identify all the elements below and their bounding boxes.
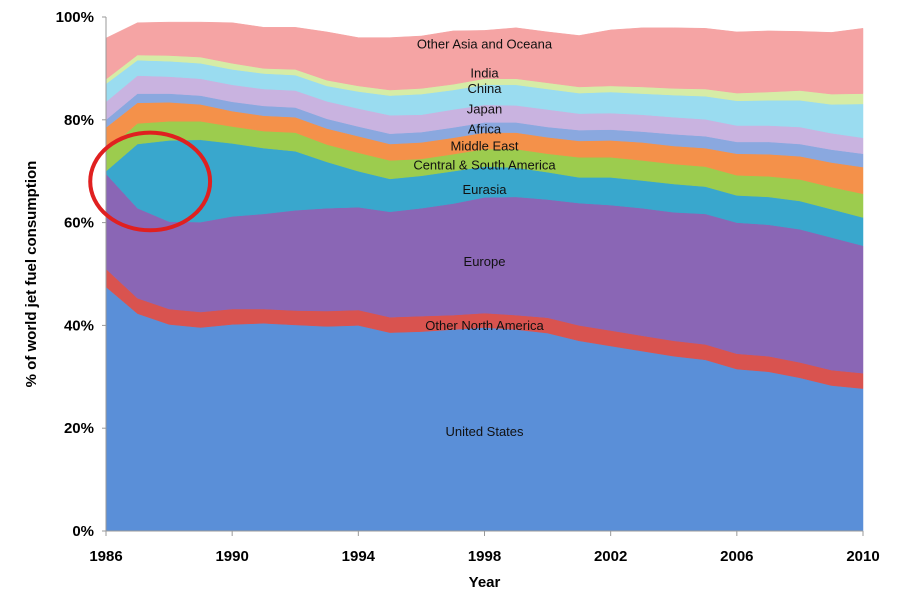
highlight-circle-annotation — [88, 130, 213, 233]
series-label-india: India — [470, 66, 499, 81]
x-tick-label: 1990 — [215, 548, 248, 565]
y-axis-title: % of world jet fuel consumption — [23, 161, 40, 388]
y-tick-label: 20% — [64, 420, 94, 437]
y-tick-label: 0% — [72, 523, 94, 540]
x-tick-label: 2010 — [846, 548, 879, 565]
y-tick-labels: 0% 20% 40% 60% 80% 100% — [56, 9, 106, 540]
series-label-central-south-america: Central & South America — [413, 158, 556, 173]
series-label-eurasia: Eurasia — [462, 182, 507, 197]
series-label-china: China — [468, 81, 503, 96]
x-tick-label: 1986 — [89, 548, 122, 565]
x-tick-label: 2002 — [594, 548, 627, 565]
series-label-united-states: United States — [445, 424, 524, 439]
series-label-other-north-america: Other North America — [425, 318, 544, 333]
series-label-middle-east: Middle East — [451, 139, 519, 154]
y-tick-label: 80% — [64, 112, 94, 129]
x-tick-label: 1994 — [342, 548, 376, 565]
x-tick-label: 1998 — [468, 548, 501, 565]
series-label-africa: Africa — [468, 122, 502, 137]
y-tick-label: 100% — [56, 9, 94, 26]
x-axis-title: Year — [469, 574, 501, 591]
series-label-other-asia-and-oceana: Other Asia and Oceana — [417, 37, 553, 52]
area-series-layer — [105, 21, 864, 532]
area-other-asia-and-oceana — [105, 21, 864, 95]
series-labels: United States Other North America Europe Eu… — [413, 37, 556, 439]
y-tick-label: 60% — [64, 215, 94, 232]
series-label-japan: Japan — [467, 101, 502, 116]
series-label-europe: Europe — [464, 254, 506, 269]
x-tick-label: 2006 — [720, 548, 753, 565]
y-tick-label: 40% — [64, 317, 94, 334]
x-tick-labels: 1986 1990 1994 1998 2002 2006 2010 — [89, 531, 880, 565]
